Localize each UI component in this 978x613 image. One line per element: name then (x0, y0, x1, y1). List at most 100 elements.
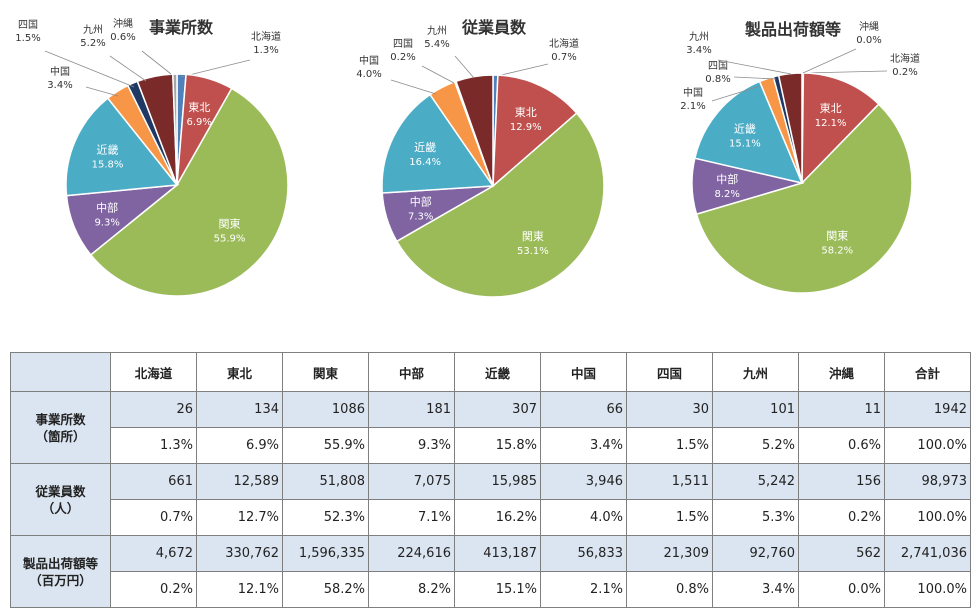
pie-charts-area: 事業所数 北海道 1.3% 東北 6.9% 関東 55.9% 中部 9.3% 近畿 15.8% 中国 3… (15, 17, 920, 298)
slice-value: 12.1% (815, 118, 847, 129)
count-cell: 5,242 (712, 463, 799, 500)
slice-label: 北海道 (549, 37, 579, 50)
slice-value: 4.0% (356, 69, 381, 80)
count-cell: 330,762 (196, 535, 283, 572)
column-header: 四国 (626, 352, 713, 392)
row-header: 事業所数 （箇所） (10, 391, 111, 464)
count-cell: 181 (368, 391, 455, 428)
slice-value: 16.4% (409, 157, 441, 168)
count-cell: 1086 (282, 391, 369, 428)
slice-value: 15.8% (92, 160, 124, 171)
row-header: 製品出荷額等 （百万円） (10, 535, 111, 608)
slice-label: 北海道 (890, 52, 920, 65)
slice-label: 中国 (683, 86, 703, 99)
share-cell: 100.0% (884, 499, 971, 536)
slice-value: 3.4% (47, 80, 72, 91)
count-cell: 1942 (884, 391, 971, 428)
row-header-unit: （百万円） (29, 572, 92, 588)
count-cell: 661 (110, 463, 197, 500)
count-cell: 224,616 (368, 535, 455, 572)
share-cell: 7.1% (368, 499, 455, 536)
slice-value: 12.9% (510, 122, 542, 133)
share-cell: 0.8% (626, 571, 713, 608)
table-row: 従業員数 （人） 661 12,589 51,808 7,075 15,985 3,946 1,… (10, 463, 971, 536)
slice-label: 四国 (708, 60, 728, 72)
share-cell: 1.3% (110, 427, 197, 464)
share-cell: 4.0% (540, 499, 627, 536)
column-header: 九州 (712, 352, 799, 392)
share-cell: 12.1% (196, 571, 283, 608)
share-cell: 0.7% (110, 499, 197, 536)
share-cell: 6.9% (196, 427, 283, 464)
slice-value: 1.5% (15, 33, 40, 44)
count-cell: 21,309 (626, 535, 713, 572)
table-row: 事業所数 （箇所） 26 134 1086 181 307 66 30 101 11 1942 (10, 391, 971, 464)
slice-value: 5.2% (80, 38, 105, 49)
slice-label: 関東 (522, 230, 544, 243)
row-header-label: 製品出荷額等 (22, 555, 98, 571)
pie-slice (695, 103, 913, 294)
leader-line (85, 86, 119, 97)
leader-line (390, 79, 437, 95)
pie-slice (395, 112, 605, 298)
slice-value: 1.3% (253, 45, 278, 56)
share-cell: 0.2% (110, 571, 197, 608)
slice-value: 2.1% (680, 101, 705, 112)
leader-line (141, 50, 172, 75)
share-cell: 0.6% (798, 427, 885, 464)
share-cell: 0.0% (798, 571, 885, 608)
slice-label: 関東 (826, 229, 848, 242)
count-cell: 7,075 (368, 463, 455, 500)
slice-label: 近畿 (97, 143, 119, 157)
share-cell: 100.0% (884, 427, 971, 464)
leader-line (711, 85, 761, 102)
slice-label: 四国 (393, 38, 413, 50)
slice-label: 東北 (515, 106, 537, 119)
column-header: 沖縄 (798, 352, 885, 392)
count-cell: 2,741,036 (884, 535, 971, 572)
slice-label: 東北 (820, 102, 842, 115)
share-cell: 3.4% (540, 427, 627, 464)
pie-slice (172, 73, 178, 186)
leader-line (421, 65, 455, 84)
slice-label: 九州 (427, 25, 447, 37)
slice-value: 3.4% (686, 45, 711, 56)
slice-label: 四国 (18, 19, 38, 31)
column-header: 関東 (282, 352, 369, 392)
slice-value: 58.2% (821, 245, 853, 256)
slice-value: 5.4% (424, 39, 449, 50)
slice-value: 8.2% (715, 189, 740, 200)
share-cell: 15.8% (454, 427, 541, 464)
leader-line (44, 50, 135, 88)
slice-label: 関東 (219, 217, 241, 230)
count-cell: 11 (798, 391, 885, 428)
count-cell: 15,985 (454, 463, 541, 500)
share-cell: 5.2% (712, 427, 799, 464)
share-cell: 58.2% (282, 571, 369, 608)
slice-label: 沖縄 (859, 20, 879, 33)
slice-label: 九州 (689, 31, 709, 43)
slice-label: 中部 (410, 195, 432, 209)
table-header-row: 北海道 東北 関東 中部 近畿 中国 四国 九州 沖縄 合計 (10, 352, 971, 392)
column-header: 近畿 (454, 352, 541, 392)
pie-slice (492, 74, 578, 188)
slice-label: 近畿 (414, 140, 436, 154)
share-cell: 2.1% (540, 571, 627, 608)
count-cell: 51,808 (282, 463, 369, 500)
count-cell: 12,589 (196, 463, 283, 500)
leader-line (717, 59, 792, 75)
pie-slice (65, 97, 179, 197)
slice-value: 0.8% (705, 74, 730, 85)
leader-line (180, 59, 251, 78)
column-header: 中部 (368, 352, 455, 392)
row-header-label: 従業員数 (35, 483, 86, 499)
leader-line (454, 55, 475, 79)
share-cell: 52.3% (282, 499, 369, 536)
count-cell: 156 (798, 463, 885, 500)
table-row: 製品出荷額等 （百万円） 4,672 330,762 1,596,335 224,616 4… (10, 535, 971, 608)
slice-value: 6.9% (187, 117, 212, 128)
row-header: 従業員数 （人） (10, 463, 111, 536)
count-cell: 307 (454, 391, 541, 428)
slice-value: 0.2% (892, 67, 917, 78)
